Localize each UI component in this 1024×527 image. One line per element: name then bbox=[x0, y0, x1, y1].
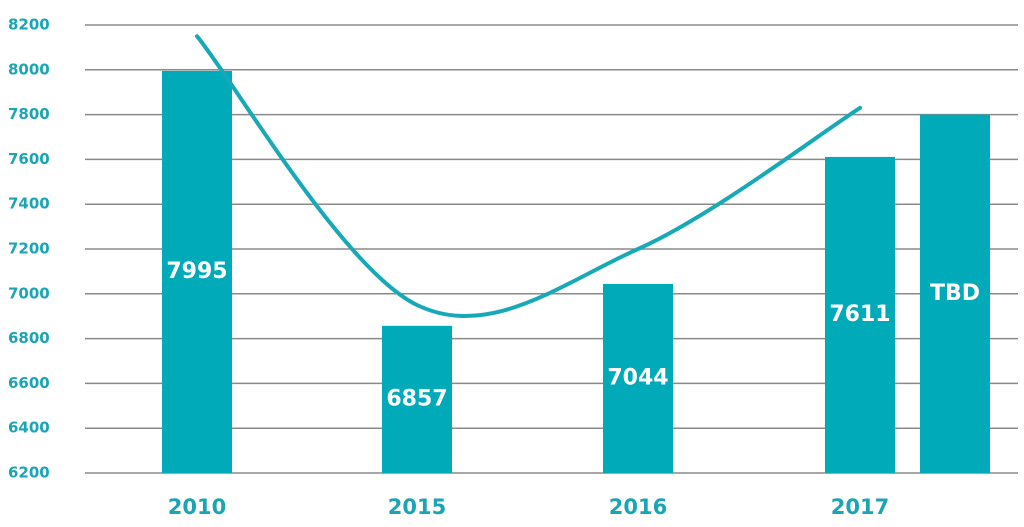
y-tick-label: 7400 bbox=[8, 195, 50, 213]
value-label: 7611 bbox=[829, 302, 890, 327]
y-tick-label: 8000 bbox=[8, 60, 50, 78]
x-tick-label: 2017 bbox=[831, 495, 889, 519]
y-tick-label: 8200 bbox=[8, 16, 50, 34]
bar bbox=[825, 156, 895, 473]
bar bbox=[603, 283, 673, 473]
y-tick-label: 6400 bbox=[8, 419, 50, 437]
bar bbox=[382, 325, 452, 473]
x-tick-label: 2016 bbox=[609, 495, 667, 519]
y-tick-label: 7800 bbox=[8, 105, 50, 123]
bar bbox=[162, 70, 232, 474]
trend-line bbox=[195, 34, 862, 318]
y-tick-label: 7000 bbox=[8, 284, 50, 302]
value-label: 7044 bbox=[607, 365, 668, 390]
bar bbox=[920, 114, 990, 473]
x-tick-label: 2010 bbox=[168, 495, 226, 519]
value-label: 7995 bbox=[166, 259, 227, 284]
y-tick-label: 7200 bbox=[8, 240, 50, 258]
y-tick-label: 7600 bbox=[8, 150, 50, 168]
y-tick-label: 6600 bbox=[8, 374, 50, 392]
value-label: 6857 bbox=[386, 386, 447, 411]
value-label: TBD bbox=[930, 281, 980, 306]
y-tick-label: 6800 bbox=[8, 329, 50, 347]
x-tick-label: 2015 bbox=[388, 495, 446, 519]
y-tick-label: 6200 bbox=[8, 464, 50, 482]
